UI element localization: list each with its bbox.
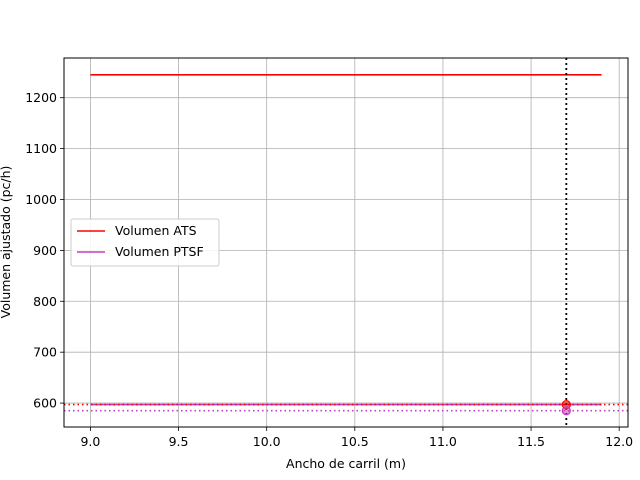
legend-label-ptsf: Volumen PTSF: [115, 244, 204, 259]
legend: Volumen ATS Volumen PTSF: [70, 218, 220, 267]
y-tick-label: 1200: [25, 90, 57, 105]
series-layer: [90, 73, 602, 406]
y-tick-label: 800: [33, 294, 57, 309]
x-tick-label: 10.5: [341, 434, 369, 449]
x-tick-label: 9.5: [169, 434, 189, 449]
y-axis: 600 700 800 900 1000 1100 1200: [25, 90, 64, 411]
marker-point-1: [561, 406, 571, 416]
x-tick-label: 11.0: [429, 434, 457, 449]
y-tick-label: 700: [33, 345, 57, 360]
y-tick-label: 1000: [25, 192, 57, 207]
x-tick-label: 9.0: [80, 434, 100, 449]
y-tick-label: 900: [33, 243, 57, 258]
x-tick-label: 11.5: [517, 434, 545, 449]
reference-lines: [64, 58, 628, 427]
legend-box: [70, 218, 220, 267]
plot-frame: [63, 57, 629, 428]
y-axis-label: Volumen ajustado (pc/h): [0, 166, 13, 319]
x-tick-label: 10.0: [253, 434, 281, 449]
y-tick-label: 1100: [25, 141, 57, 156]
x-axis: 9.0 9.5 10.0 10.5 11.0 11.5 12.0: [80, 427, 633, 449]
legend-label-ats: Volumen ATS: [115, 223, 197, 238]
y-tick-label: 600: [33, 396, 57, 411]
x-axis-label: Ancho de carril (m): [286, 456, 406, 471]
x-tick-label: 12.0: [605, 434, 633, 449]
